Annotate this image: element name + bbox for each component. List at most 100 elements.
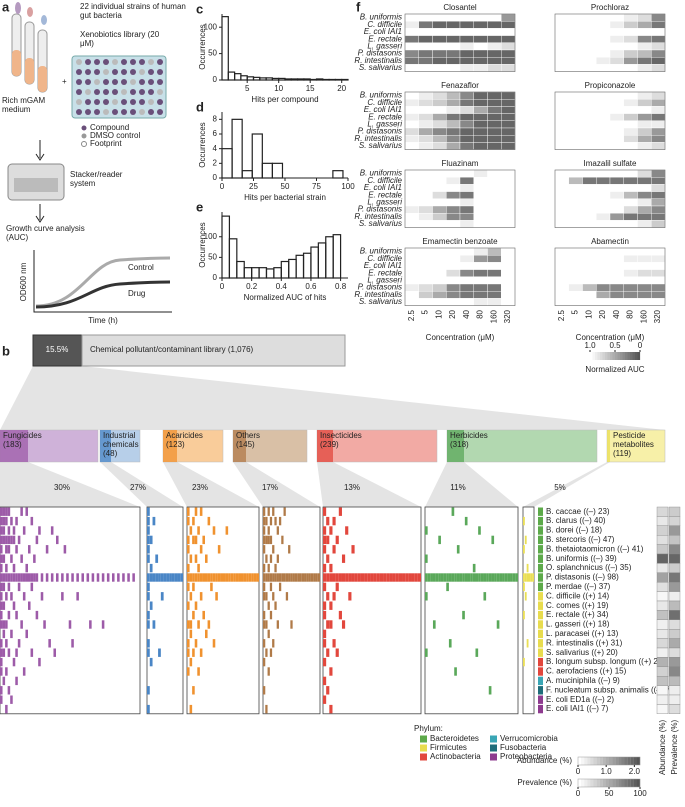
hit xyxy=(210,573,213,582)
hit xyxy=(197,620,200,629)
heat-cell xyxy=(473,254,488,263)
heat-cell xyxy=(404,176,419,185)
hit xyxy=(326,516,330,526)
heat-cell xyxy=(404,21,419,29)
hit xyxy=(160,573,164,582)
hit xyxy=(523,657,525,667)
hit xyxy=(158,648,161,657)
hit xyxy=(177,573,181,582)
hit xyxy=(0,526,3,535)
heat-cell xyxy=(473,291,488,299)
bar xyxy=(295,254,305,279)
heat-cell xyxy=(432,106,447,114)
y-axis-label: Occurrences xyxy=(198,222,207,267)
hit xyxy=(392,573,396,582)
bar xyxy=(332,170,344,179)
strain-label: P. merdae ((–) 37) xyxy=(546,582,611,591)
well xyxy=(76,99,82,105)
heat-cell xyxy=(651,106,666,114)
strain-label: F. nucleatum subsp. animalis ((–) 7) xyxy=(546,685,673,694)
prevalence-cell xyxy=(668,591,681,602)
hit xyxy=(189,657,193,667)
x-tick-label: 320 xyxy=(653,309,662,323)
heat-cell xyxy=(446,176,461,185)
heat-cell xyxy=(596,106,611,114)
heat-cell xyxy=(473,262,488,270)
heat-cell xyxy=(609,220,624,228)
well xyxy=(157,99,163,105)
heat-cell xyxy=(623,21,638,29)
row-label: R. intestinalis xyxy=(354,290,402,299)
funnel xyxy=(0,462,140,507)
hit xyxy=(274,601,277,610)
wells xyxy=(76,59,163,115)
bar xyxy=(251,267,260,279)
heat-cell xyxy=(459,254,474,263)
heat-cell xyxy=(501,98,516,107)
heat-cell xyxy=(501,120,516,129)
x-tick-label: 10 xyxy=(274,84,283,93)
heat-cell xyxy=(596,28,611,36)
heat-cell xyxy=(501,64,516,72)
y-axis-label: Occurrences xyxy=(198,24,207,69)
phylum-swatch xyxy=(538,545,543,554)
hit xyxy=(357,573,361,582)
bar xyxy=(302,252,312,279)
heat-cell xyxy=(637,276,652,285)
y-tick-label: 2 xyxy=(213,158,218,167)
well xyxy=(112,109,118,115)
heat-cell xyxy=(432,262,447,270)
heat-cell xyxy=(473,283,488,292)
group-label: Herbicides xyxy=(450,431,488,440)
prevalence-cell xyxy=(668,544,681,555)
well xyxy=(139,79,145,85)
heat-cell xyxy=(623,262,638,270)
heat-cell xyxy=(446,49,461,58)
well xyxy=(94,109,100,115)
colorbar-step xyxy=(627,757,631,765)
hit xyxy=(263,507,266,516)
hit xyxy=(5,507,8,516)
hit xyxy=(323,610,327,620)
hit xyxy=(451,573,455,582)
heat-cell xyxy=(418,91,433,100)
colorbar-step xyxy=(612,779,616,787)
well xyxy=(112,59,118,65)
heat-cell xyxy=(609,298,624,306)
colorbar-step xyxy=(624,757,628,765)
colorbar-step xyxy=(615,779,619,787)
hit xyxy=(202,535,205,545)
row-label: P. distasonis xyxy=(358,49,402,58)
hit xyxy=(192,573,195,582)
hit xyxy=(215,573,218,582)
hit xyxy=(304,573,307,582)
group-share: 17% xyxy=(262,483,278,492)
well xyxy=(121,99,127,105)
heat-cell xyxy=(651,127,666,136)
heat-cell xyxy=(459,91,474,100)
group-matrix-frame xyxy=(146,506,184,715)
hit xyxy=(510,573,513,582)
colorbar-label: Normalized AUC xyxy=(585,365,644,374)
heat-cell xyxy=(568,64,583,72)
heat-cell xyxy=(554,35,569,43)
group-label: Industrial chemicals xyxy=(103,431,139,450)
hit xyxy=(30,582,34,592)
heat-cell xyxy=(432,212,447,221)
row-label: R. intestinalis xyxy=(354,56,402,65)
colorbar-step xyxy=(602,779,606,787)
row-label: B. uniformis xyxy=(360,247,402,256)
hit xyxy=(147,535,150,545)
hit xyxy=(147,620,150,629)
hit xyxy=(5,639,8,648)
heat-cell xyxy=(582,127,597,136)
heat-cell xyxy=(487,298,502,306)
group-hit-share xyxy=(233,430,246,462)
group-hit-share xyxy=(0,430,28,462)
heatmap-title: Emamectin benzoate xyxy=(422,237,498,246)
heat-cell xyxy=(596,269,611,278)
hit xyxy=(192,582,195,592)
heat-cell xyxy=(609,49,624,58)
prevalence-cell xyxy=(668,638,681,649)
heat-cell xyxy=(459,247,474,256)
